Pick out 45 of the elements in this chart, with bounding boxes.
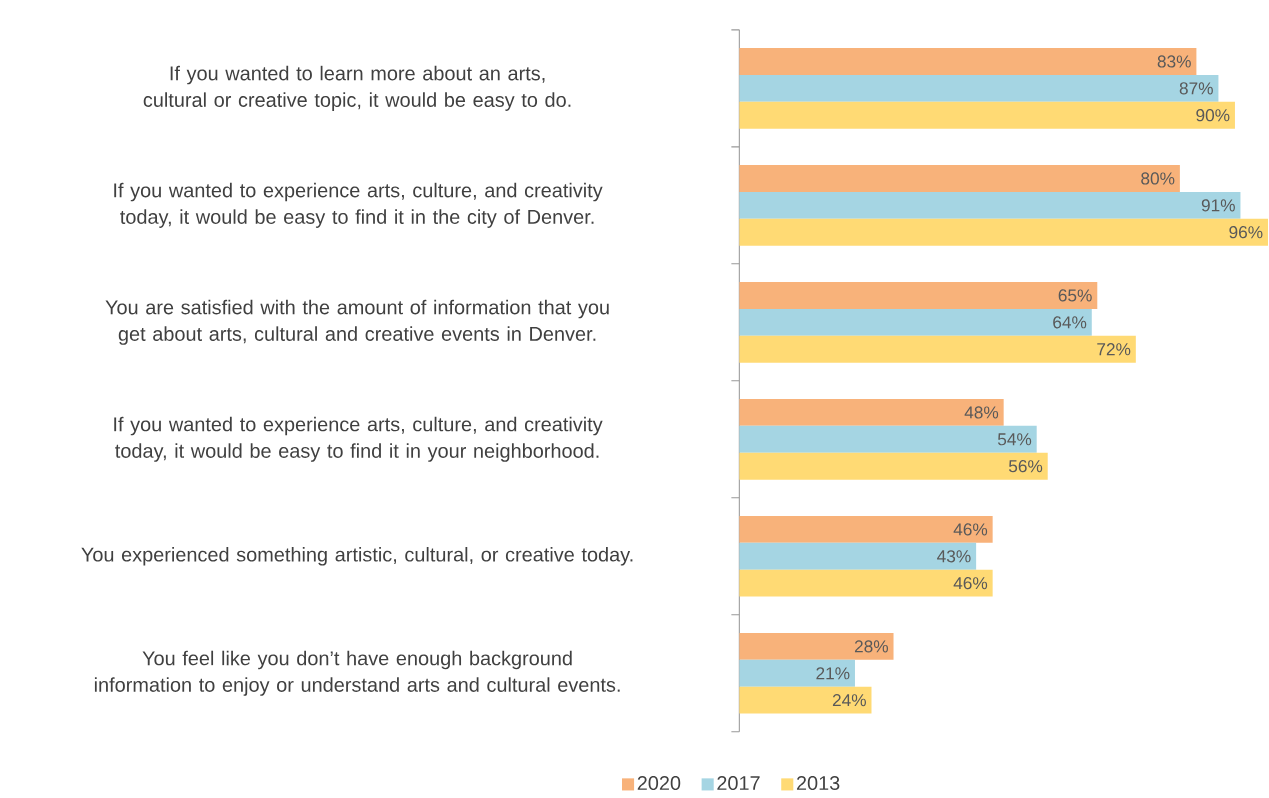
y-tick-label: You feel like you don’t have enough background information to enjoy or understand arts and cultural events. [94,650,620,696]
bar [739,74,1219,102]
data-label: 56% [1008,459,1043,473]
data-label: 83% [1157,55,1191,68]
bar [739,569,993,597]
y-tick-label: If you wanted to learn more about an arts, cultural or creative topic, it would be easy to do. [143,65,571,111]
data-label: 65% [1058,289,1092,302]
bar [739,164,1180,192]
bar [739,542,977,570]
bar [739,218,1268,246]
bar [739,101,1235,129]
data-label: 28% [854,640,889,653]
legend-label: 2013 [796,775,840,790]
data-label: 24% [832,693,866,707]
bar [739,191,1241,219]
data-label: 72% [1097,343,1131,356]
y-tick-label: You experienced something artistic, cultural, or creative today. [81,546,633,566]
data-label: 90% [1196,109,1230,122]
data-label: 87% [1179,82,1213,95]
data-label: 46% [953,576,988,590]
data-label: 91% [1201,199,1235,212]
legend-label: 2020 [637,775,681,790]
legend-label: 2017 [717,775,760,790]
bar [739,659,855,687]
bar [739,398,1004,426]
bar [739,632,894,660]
bar [739,425,1037,453]
data-label: 48% [964,406,999,419]
bar [739,686,872,714]
bar [739,335,1136,363]
data-label: 96% [1229,226,1263,239]
bar [739,47,1197,75]
bar [739,515,993,543]
data-label: 43% [937,550,971,563]
bar [739,308,1092,336]
y-tick-label: If you wanted to experience arts, culture, and creativity today, it would be easy to find it in your neighborhood. [114,416,603,462]
bar [739,281,1098,309]
y-tick-label: If you wanted to experience arts, culture, and creativity today, it would be easy to find it in the city of Denver. [114,182,603,228]
data-label: 80% [1141,172,1175,185]
y-tick-label: You are satisfied with the amount of information that you get about arts, cultural and creative events in Denver. [105,299,609,345]
data-label: 46% [953,523,988,536]
data-label: 54% [997,433,1032,446]
data-label: 21% [816,667,850,680]
bar [739,452,1048,480]
data-label: 64% [1053,316,1087,329]
